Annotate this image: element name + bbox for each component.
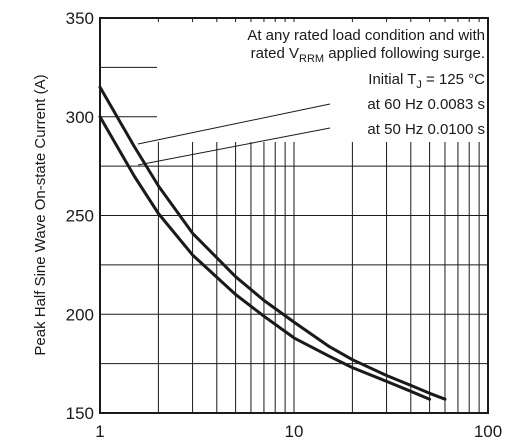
x-tick-label: 1 — [95, 422, 104, 441]
plot-frame — [99, 17, 489, 414]
y-axis-label: Peak Half Sine Wave On-state Current (A) — [32, 74, 49, 355]
series-line-1 — [98, 85, 447, 401]
annotation-line-3: Initial TJ = 125 °C — [368, 71, 485, 91]
leader-line-60hz — [137, 103, 331, 145]
x-tick-label: 10 — [285, 422, 304, 441]
series-layer — [98, 85, 447, 401]
axis-tick-labels: 150 200 250 300 350 1 10 100 — [66, 9, 503, 441]
series-line-2 — [98, 115, 432, 401]
y-tick-label: 200 — [66, 305, 94, 324]
x-tick-label: 100 — [474, 422, 502, 441]
annotation-line-5: at 50 Hz 0.0100 s — [367, 121, 485, 138]
y-tick-label: 150 — [66, 404, 94, 423]
annotation-line-1: At any rated load condition and with — [247, 27, 485, 44]
y-tick-label: 250 — [66, 207, 94, 226]
leader-line-50hz — [137, 127, 331, 166]
annotation-box: At any rated load condition and with rat… — [157, 22, 487, 142]
y-tick-label: 300 — [66, 108, 94, 127]
annotation-line-2: rated VRRM applied following surge. — [251, 45, 485, 65]
y-tick-label: 350 — [66, 9, 94, 28]
annotation-line-4: at 60 Hz 0.0083 s — [367, 96, 485, 113]
